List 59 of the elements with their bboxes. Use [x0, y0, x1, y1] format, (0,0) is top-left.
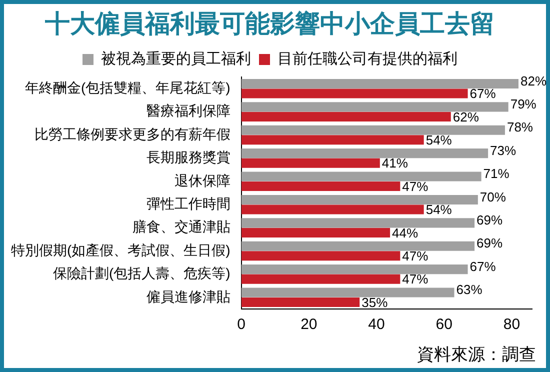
- bar: [241, 158, 380, 168]
- legend-label: 被視為重要的員工福利: [101, 50, 251, 68]
- bar: [241, 228, 390, 238]
- bar: [241, 298, 360, 308]
- y-tick-label: 彈性工作時間: [146, 195, 230, 212]
- chart-title: 十大僱員福利最可能影響中小企員工去留: [44, 10, 495, 38]
- data-label: 70%: [480, 189, 506, 204]
- data-label: 54%: [426, 132, 452, 148]
- bar: [241, 218, 475, 228]
- bar: [241, 112, 451, 122]
- data-label: 67%: [470, 258, 496, 274]
- data-label: 44%: [392, 225, 418, 240]
- data-label: 82%: [520, 73, 547, 88]
- x-tick-label: 60: [436, 316, 452, 334]
- data-label: 79%: [510, 96, 537, 112]
- data-label: 47%: [402, 272, 429, 287]
- bar: [241, 78, 518, 89]
- bar: [241, 264, 468, 274]
- data-label: 35%: [362, 294, 388, 310]
- bar: [241, 288, 454, 298]
- data-label: 47%: [402, 178, 429, 194]
- bar: [241, 251, 400, 261]
- y-tick-label: 長期服務獎賞: [146, 149, 230, 166]
- bar: [241, 274, 400, 284]
- x-tick-label: 80: [503, 316, 520, 334]
- bar: [241, 172, 482, 182]
- y-tick-label: 膳食、交通津貼: [132, 218, 230, 235]
- data-label: 62%: [452, 109, 480, 124]
- data-label: 47%: [402, 248, 429, 264]
- y-tick-label: 僱員進修津貼: [146, 288, 230, 304]
- y-tick-label: 特別假期(如產假、考試假、生日假): [10, 242, 230, 258]
- y-tick-label: 比勞工條例要求更多的有薪年假: [34, 126, 230, 142]
- y-tick-label: 醫療福利保障: [146, 102, 230, 119]
- data-label: 63%: [456, 282, 483, 298]
- y-tick-label: 年終酬金(包括雙糧、年尾花紅等): [24, 79, 230, 96]
- bar: [241, 102, 508, 112]
- bar: [241, 241, 475, 251]
- y-tick-label: 保險計劃(包括人壽、危疾等): [52, 265, 230, 282]
- data-label: 71%: [483, 166, 510, 182]
- bar: [241, 88, 468, 98]
- bar: [241, 148, 488, 158]
- x-tick-label: 40: [368, 316, 385, 334]
- data-label: 69%: [476, 212, 503, 228]
- source-note: 資料來源：調查: [417, 345, 536, 364]
- x-tick-label: 0: [237, 316, 246, 334]
- bar: [241, 204, 424, 214]
- bar: [241, 125, 505, 135]
- legend-label: 目前任職公司有提供的福利: [278, 50, 458, 68]
- x-tick-label: 20: [300, 316, 318, 334]
- bar: [241, 194, 478, 205]
- data-label: 41%: [382, 156, 408, 171]
- bar: [241, 182, 400, 192]
- data-label: 69%: [476, 236, 503, 251]
- data-label: 73%: [490, 142, 517, 158]
- bar: [241, 135, 424, 145]
- data-label: 67%: [470, 86, 496, 102]
- y-tick-label: 退休保障: [174, 172, 230, 188]
- data-label: 54%: [426, 202, 452, 218]
- data-label: 78%: [506, 120, 534, 135]
